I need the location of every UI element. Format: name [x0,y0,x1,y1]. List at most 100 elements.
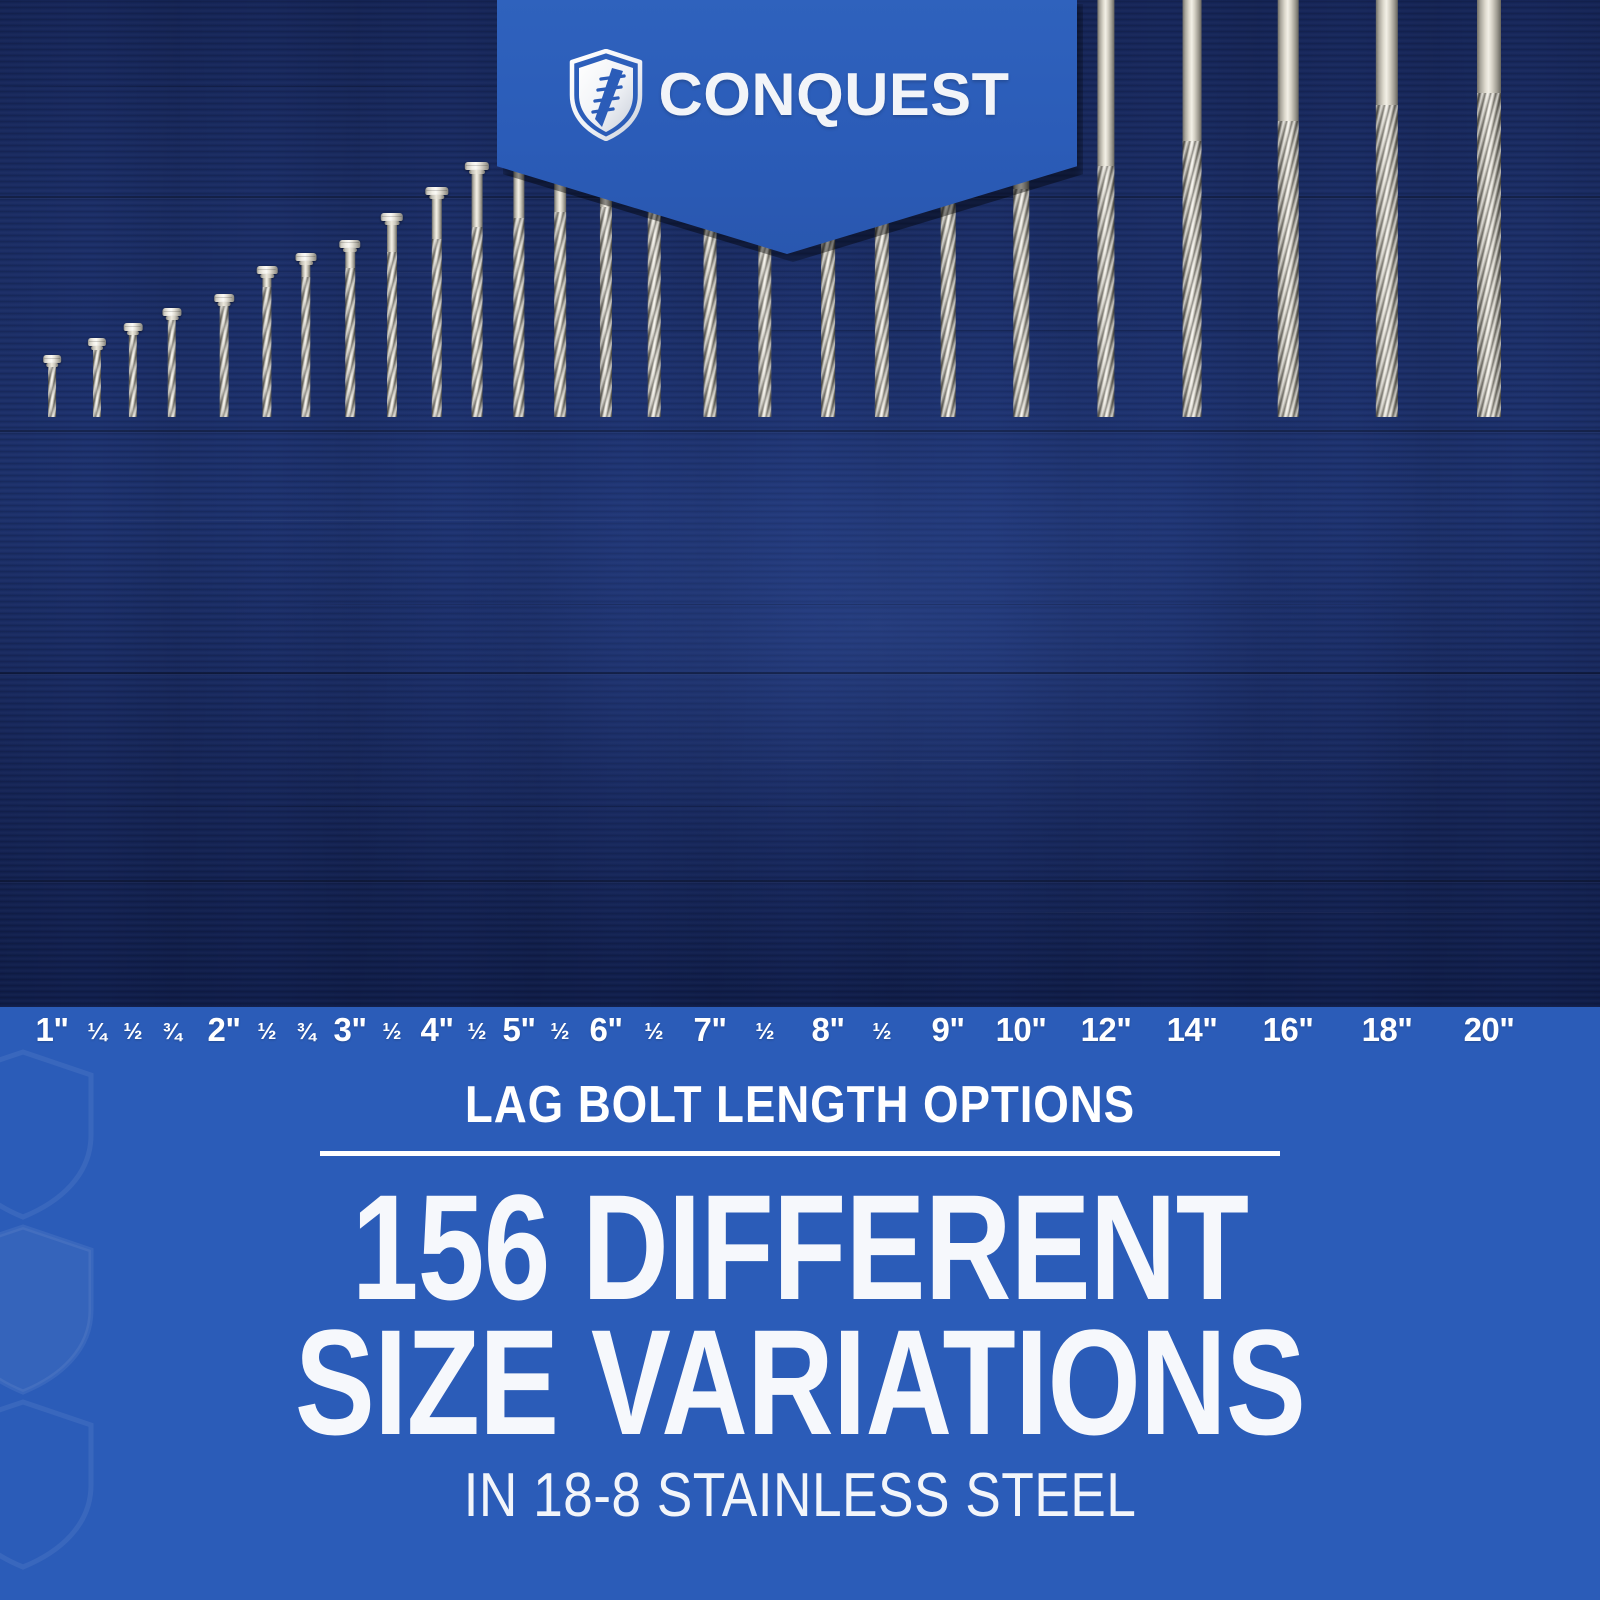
measurement-label-14: ½ [644,1018,664,1044]
bolt-threads [387,252,397,417]
bolt-1in-0 [43,355,61,417]
bolt-shank [345,251,355,269]
bolt-collar [46,363,58,367]
bolt-shank [471,173,483,228]
bolt-12in-21 [1087,0,1126,417]
measurement-label-0: 1" [35,1011,70,1048]
measurement-label-1: ¼ [87,1018,107,1044]
measurement-label-11: 5" [502,1011,537,1048]
bolt-head [87,337,107,346]
subtitle-text: IN 18-8 STAINLESS STEEL [463,1461,1137,1530]
bolt-collar [260,274,274,279]
bolt-threads [647,205,661,417]
bolt-threads [1182,141,1202,417]
bolt-threads [821,202,835,417]
bolt-threads [48,367,56,417]
measurement-label-15: 7" [693,1011,728,1048]
brand-banner: CONQUEST [497,0,1083,262]
bolt-shank [1277,0,1299,122]
measurement-label-8: ½ [382,1018,402,1044]
shield-screw-icon [568,48,644,142]
measurement-label-2: ½ [123,1018,143,1044]
bolt-collar [165,316,179,321]
measurement-label-6: ¾ [296,1018,316,1044]
bolt-shank [431,199,443,239]
bolt-collar [217,301,231,306]
bolt-head [425,187,449,196]
bolt-collar [468,169,485,174]
measurement-label-10: ½ [467,1018,487,1044]
headline-line-2: SIZE VARIATIONS [294,1297,1306,1466]
measurement-band: 1" ¼ ½ ¾ 2" ½ ¾ 3" ½ 4" ½ 5" ½ 6" ½ 7" ½ 8" ½ 9" 10" 12" 14" 16… [0,1007,1600,1600]
bolt-half-8 [380,213,404,417]
measurement-label-4: 2" [207,1011,242,1048]
measurement-label-25: 20" [1463,1011,1515,1048]
divider-rule [320,1151,1280,1156]
bolt-threads [431,238,443,417]
bolt-threads [599,207,613,417]
bolt-threads [703,204,717,417]
bolt-shank [1375,0,1399,106]
bolt-threads [219,305,229,417]
bolt-head [162,308,182,317]
measurement-label-13: 6" [589,1011,624,1048]
bolt-threequarter-6 [295,252,317,417]
measurement-label-23: 16" [1262,1011,1314,1048]
bolt-head [464,161,490,170]
bolt-quarter-1 [87,337,107,417]
bolt-4in-9 [425,187,449,417]
bolt-threequarter-3 [162,308,182,417]
bolt-3in-7 [339,239,361,417]
bolt-collar [342,247,358,252]
bolt-half-5 [256,266,278,417]
bolt-head [380,213,404,222]
bolt-threads [1013,188,1029,417]
bolt-head [214,293,234,302]
bolt-collar [384,221,400,226]
measurement-label-24: 18" [1361,1011,1413,1048]
bolt-threads [345,268,355,417]
measurement-ticks: 1" ¼ ½ ¾ 2" ½ ¾ 3" ½ 4" ½ 5" ½ 6" ½ 7" ½ 8" ½ 9" 10" 12" 14" 16… [0,1007,1600,1077]
footer-copy: LAG BOLT LENGTH OPTIONS 156 DIFFERENT SI… [0,1079,1600,1527]
measurement-label-3: ¾ [162,1018,182,1044]
measurement-label-20: 10" [995,1011,1047,1048]
measurement-label-19: 9" [931,1011,966,1048]
measurement-label-12: ½ [550,1018,570,1044]
bolt-head [43,355,61,363]
bolt-threads [471,227,483,417]
bolt-shank [1097,0,1115,166]
bolt-threads [1277,121,1299,417]
bolt-collar [126,330,140,335]
bolt-threads [758,202,772,417]
bolt-threads [554,211,566,417]
measurement-label-17: 8" [811,1011,846,1048]
bolt-head [339,239,361,248]
logo-lockup: CONQUEST [497,40,1077,150]
bolt-shank [1182,0,1202,142]
bolt-head [295,252,317,261]
measurement-label-22: 14" [1166,1011,1218,1048]
shield-watermarks [0,1047,148,1570]
bolt-20in-25 [1462,0,1516,417]
kicker-text: LAG BOLT LENGTH OPTIONS [464,1076,1136,1134]
bolt-14in-22 [1171,0,1214,417]
bolt-threads [128,334,138,417]
bolt-half-10 [464,161,490,417]
measurement-label-5: ½ [257,1018,277,1044]
bolt-threads [940,196,956,417]
bolt-half-2 [123,322,143,417]
measurement-label-16: ½ [755,1018,775,1044]
bolt-16in-23 [1265,0,1311,417]
measurement-label-7: 3" [333,1011,368,1048]
bolt-threads [262,286,272,417]
measurement-label-21: 12" [1080,1011,1132,1048]
bolt-threads [167,320,177,417]
headline-line-1: 156 DIFFERENT [351,1163,1249,1331]
bolt-2in-4 [214,293,234,417]
bolt-collar [299,260,313,265]
bolt-head [123,322,143,331]
bolt-collar [429,195,445,200]
bolt-shank [1477,0,1501,93]
bolt-shank [301,264,311,278]
